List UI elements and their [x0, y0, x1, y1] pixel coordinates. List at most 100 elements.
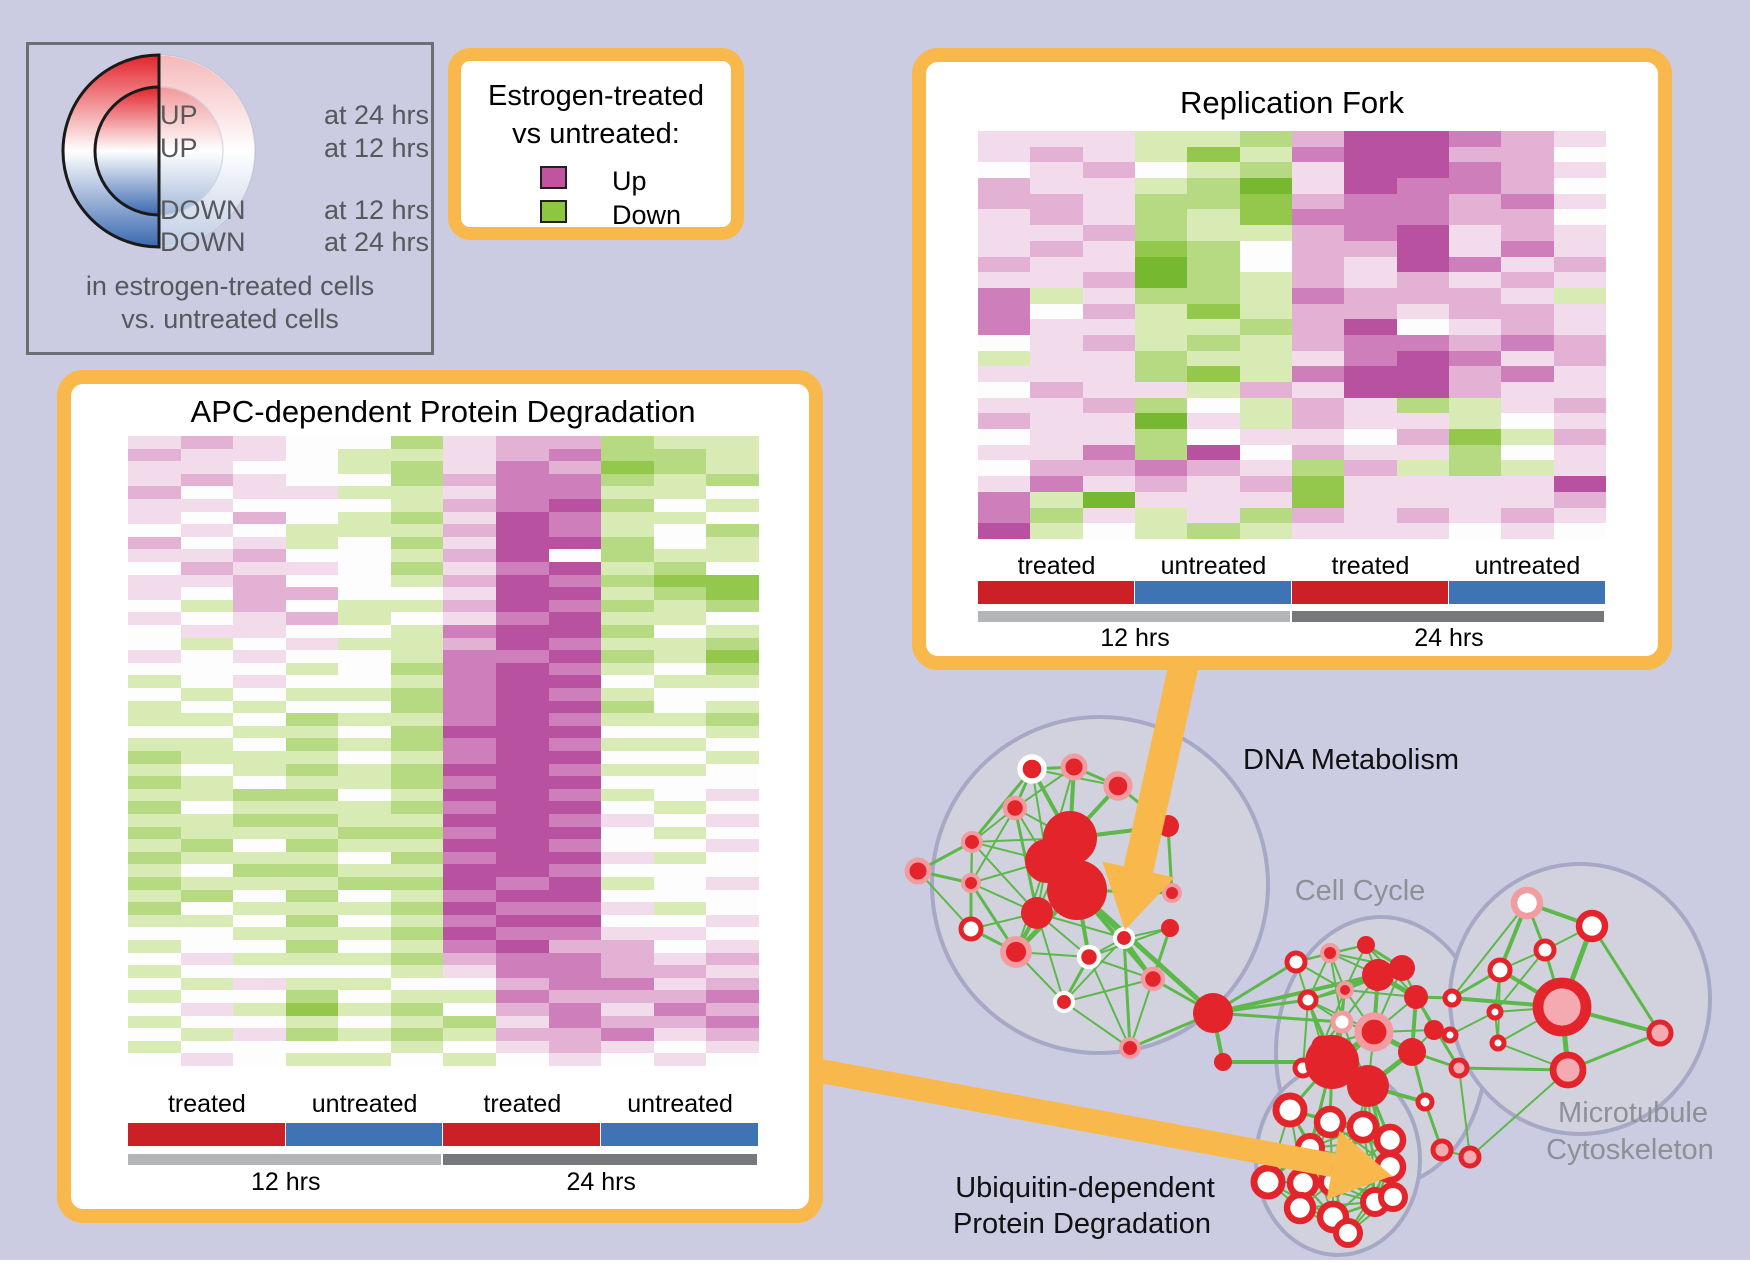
heatmap-cell	[978, 507, 1031, 524]
heatmap-cell	[180, 927, 234, 940]
heatmap-cell	[285, 436, 339, 449]
heatmap-cell	[285, 562, 339, 575]
heatmap-cell	[706, 1028, 759, 1041]
heatmap-cell	[285, 902, 339, 915]
network-node	[1404, 985, 1428, 1009]
heatmap-cell	[1396, 366, 1449, 383]
heatmap-cell	[706, 536, 759, 550]
heatmap-cell	[1396, 382, 1449, 398]
heatmap-cell	[390, 499, 444, 512]
network-node	[1510, 886, 1544, 920]
heatmap-cell	[1030, 193, 1083, 210]
heatmap-cell	[978, 256, 1031, 273]
heatmap-cell	[1448, 460, 1502, 477]
heatmap-cell	[1344, 319, 1397, 335]
heatmap-cell	[496, 499, 549, 512]
heatmap-cell	[1396, 178, 1449, 194]
heatmap-cell	[128, 688, 181, 701]
heatmap-cell	[548, 851, 602, 865]
heatmap-cell	[706, 751, 759, 764]
heatmap-cell	[338, 851, 391, 865]
heatmap-cell	[1448, 287, 1502, 304]
heatmap-cell	[1030, 272, 1083, 288]
heatmap-cell	[443, 511, 497, 525]
heatmap-cell	[706, 877, 759, 890]
heatmap-cell	[128, 448, 181, 462]
network-node	[961, 873, 981, 893]
network-edge	[1329, 952, 1343, 1023]
heatmap-cell	[128, 612, 181, 625]
heatmap-cell	[390, 587, 444, 600]
network-node	[1305, 1035, 1359, 1089]
heatmap-cell	[1291, 146, 1345, 163]
heatmap-cell	[338, 914, 391, 928]
heatmap-cell	[1448, 272, 1502, 288]
network-node	[1140, 966, 1166, 992]
heatmap-cell	[1187, 225, 1240, 241]
heatmap-cell	[548, 499, 602, 512]
heatmap-cell	[1030, 444, 1083, 461]
heatmap-cell	[1448, 162, 1502, 179]
heatmap-cell	[1291, 256, 1345, 273]
heatmap-cell	[548, 662, 602, 676]
heatmap-cell	[180, 1053, 234, 1066]
heatmap-cell	[180, 839, 234, 852]
heatmap-cell	[1187, 178, 1240, 194]
heatmap-cell	[1501, 366, 1554, 383]
heatmap-cell	[1396, 146, 1449, 163]
ring-label-down-24: DOWN	[160, 227, 246, 257]
network-node	[1284, 950, 1308, 974]
condition-bar	[1134, 581, 1291, 604]
condition-bar	[285, 1123, 443, 1146]
heatmap-cell	[180, 1028, 234, 1041]
heatmap-cell	[496, 650, 549, 663]
heatmap-cell	[233, 637, 286, 651]
heatmap-cell	[443, 889, 497, 903]
heatmap-cell	[128, 977, 181, 991]
heatmap-cell	[706, 889, 759, 903]
heatmap-cell	[443, 801, 497, 814]
heatmap-cell	[1344, 507, 1397, 524]
heatmap-cell	[338, 461, 391, 474]
heatmap-cell	[180, 977, 234, 991]
heatmap-cell	[1396, 397, 1449, 414]
time-bar	[128, 1154, 442, 1165]
heatmap-cell	[1082, 193, 1135, 210]
heatmap-cell	[1187, 350, 1240, 367]
heatmap-cell	[496, 864, 549, 877]
network-edge	[1212, 1011, 1343, 1024]
heatmap-cell	[128, 700, 181, 714]
heatmap-cell	[601, 1015, 654, 1029]
heatmap-cell	[601, 801, 654, 814]
condition-label: untreated	[1474, 552, 1581, 580]
network-node	[904, 857, 932, 885]
heatmap-cell	[548, 940, 602, 953]
heatmap-cell	[1344, 429, 1397, 445]
heatmap-cell	[653, 511, 707, 525]
heatmap-cell	[1187, 507, 1240, 524]
heatmap-cell	[1082, 256, 1135, 273]
heatmap-cell	[1291, 131, 1345, 147]
heatmap-cell	[601, 448, 654, 462]
heatmap-cell	[180, 1015, 234, 1029]
heatmap-cell	[1553, 131, 1606, 147]
heatmap-cell	[1344, 444, 1397, 461]
heatmap-cell	[601, 688, 654, 701]
heatmap-cell	[128, 524, 181, 537]
heatmap-cell	[1030, 146, 1083, 163]
heatmap-cell	[601, 549, 654, 562]
network-edge	[1212, 973, 1379, 1015]
heatmap-cell	[653, 1003, 707, 1016]
apc-heatmap	[128, 436, 759, 1066]
heatmap-cell	[338, 763, 391, 777]
heatmap-cell	[1553, 366, 1606, 383]
heatmap-cell	[978, 429, 1031, 445]
heatmap-cell	[496, 788, 549, 802]
heatmap-cell	[285, 851, 339, 865]
heatmap-cell	[128, 662, 181, 676]
heatmap-cell	[1553, 523, 1606, 539]
heatmap-cell	[496, 536, 549, 550]
heatmap-cell	[443, 902, 497, 915]
heatmap-cell	[1501, 162, 1554, 179]
heatmap-cell	[285, 952, 339, 966]
